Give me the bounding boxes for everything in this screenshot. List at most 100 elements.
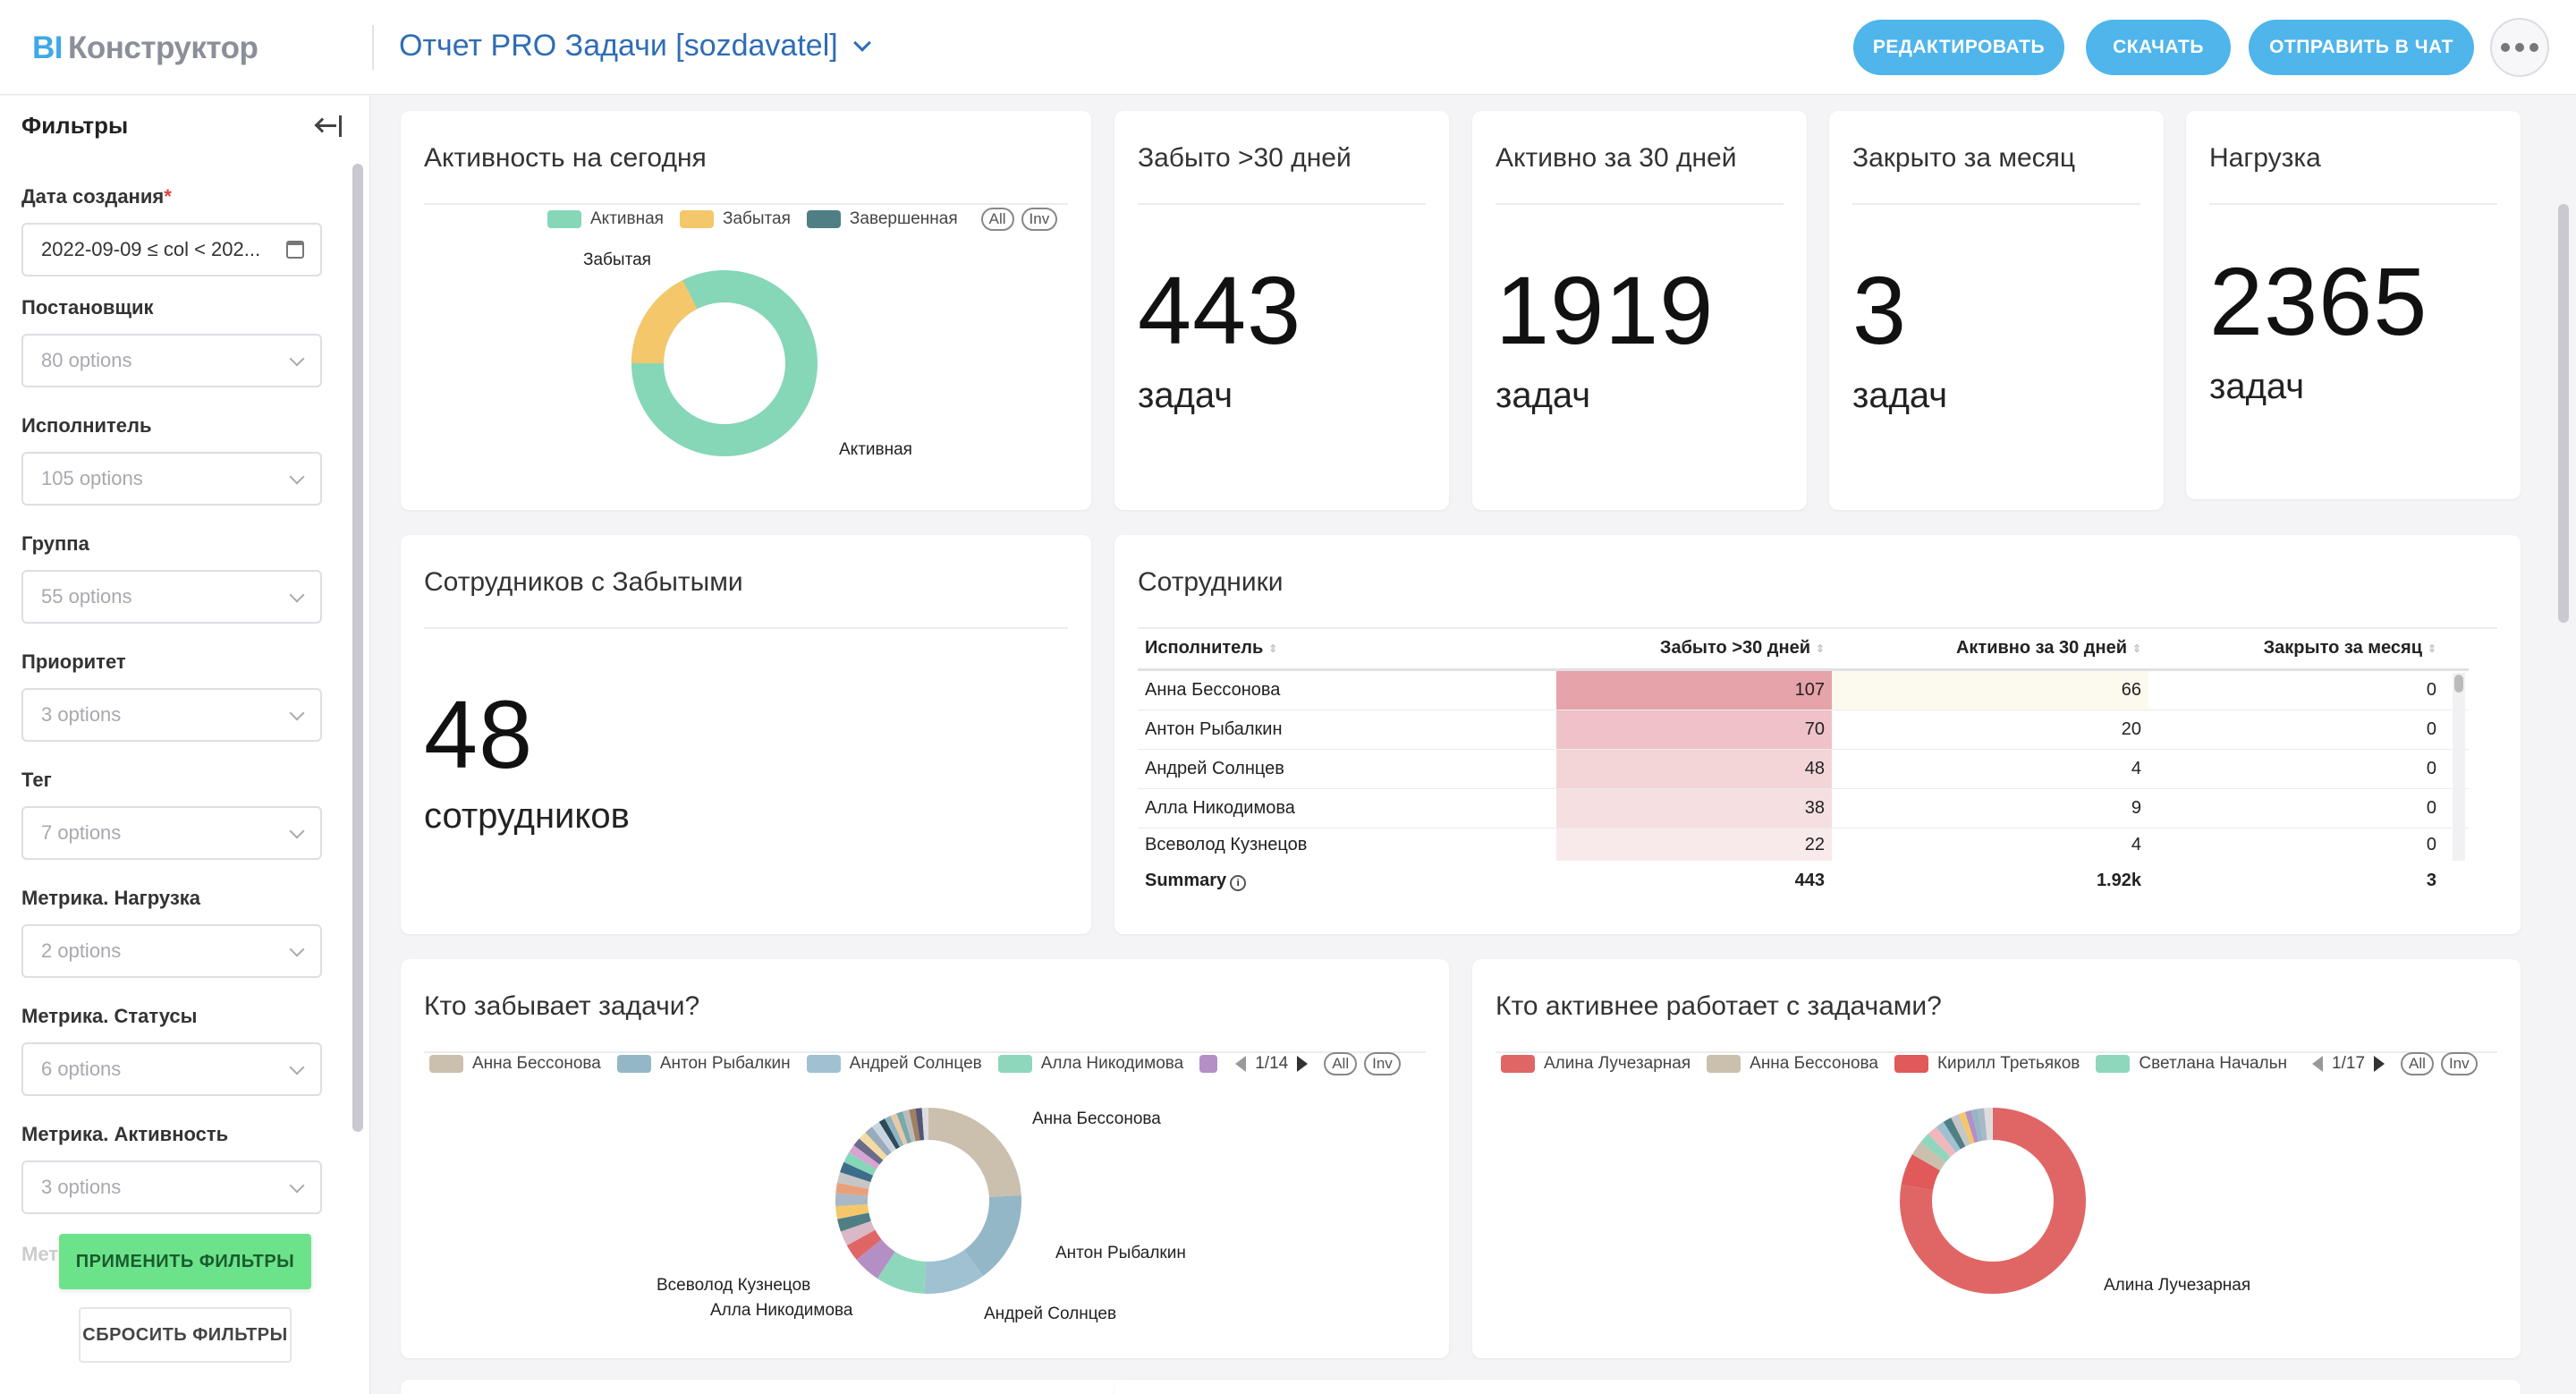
- table-summary-row: Summary i 443 1.92k 3: [1145, 870, 2436, 891]
- who-active-donut-chart[interactable]: [1894, 1102, 2091, 1299]
- filter-label-activity-metric: Метрика. Активность: [21, 1123, 229, 1145]
- card-title: Нагрузка: [2209, 143, 2321, 173]
- legend-swatch: [1199, 1055, 1218, 1073]
- card-title: Закрыто за месяц: [1852, 143, 2076, 173]
- kpi-active-card: Активно за 30 дней 1919 задач: [1472, 111, 1807, 510]
- legend-item[interactable]: Кирилл Третьяков: [1894, 1054, 2080, 1074]
- legend-prev-icon[interactable]: [1235, 1056, 1247, 1072]
- legend-item[interactable]: Завершенная: [806, 209, 958, 229]
- apply-filters-button[interactable]: ПРИМЕНИТЬ ФИЛЬТРЫ: [59, 1234, 311, 1289]
- legend-pager: 1/17: [2332, 1054, 2366, 1073]
- status-metric-select[interactable]: 6 options: [21, 1042, 322, 1096]
- legend-invert-toggle[interactable]: Inv: [1021, 208, 1058, 231]
- calendar-icon: [286, 241, 304, 259]
- card-title: Активность на сегодня: [424, 143, 707, 173]
- activity-legend: Активная Забытая Завершенная All Inv: [547, 204, 1058, 234]
- sort-icon: ⇕: [2428, 642, 2437, 655]
- activity-today-card: Активность на сегодня Активная Забытая З…: [401, 111, 1091, 510]
- kpi-value: 3: [1852, 256, 1908, 364]
- legend-item[interactable]: Анна Бессонова: [429, 1054, 601, 1074]
- kpi-forgot-card: Забыто >30 дней 443 задач: [1114, 111, 1449, 510]
- send-to-chat-button[interactable]: ОТПРАВИТЬ В ЧАТ: [2249, 20, 2474, 75]
- sidebar-scrollbar[interactable]: [352, 164, 363, 1132]
- slice-label-forgot: Забытая: [583, 251, 651, 269]
- assignee-select[interactable]: 105 options: [21, 452, 322, 506]
- donut-slice-forgot[interactable]: [631, 270, 818, 456]
- filter-label-load-metric: Метрика. Нагрузка: [21, 887, 201, 909]
- card-title: Кто активнее работает с задачами?: [1496, 991, 1942, 1021]
- report-title: Отчет PRO Задачи [sozdavatel]: [399, 29, 838, 63]
- employees-forgot-card: Сотрудников с Забытыми 48 сотрудников: [401, 535, 1091, 934]
- collapse-sidebar-icon[interactable]: [314, 114, 342, 139]
- kpi-unit: задач: [2209, 367, 2305, 406]
- legend-next-icon[interactable]: [2374, 1056, 2385, 1072]
- sort-icon: ⇕: [2132, 642, 2142, 655]
- legend-item[interactable]: Алла Никодимова: [997, 1054, 1183, 1074]
- dot-icon: [2515, 43, 2524, 52]
- download-button[interactable]: СКАЧАТЬ: [2086, 20, 2231, 75]
- logo-text: Конструктор: [68, 30, 258, 65]
- column-header[interactable]: Исполнитель ⇕: [1145, 638, 1278, 658]
- card-title: Сотрудники: [1138, 567, 1284, 597]
- legend-invert-toggle[interactable]: Inv: [2440, 1052, 2478, 1075]
- legend-item[interactable]: Светлана Начальн: [2096, 1054, 2287, 1074]
- filters-sidebar: Фильтры Дата создания* 2022-09-09 ≤ col …: [0, 96, 370, 1394]
- kpi-unit: задач: [1852, 376, 1948, 415]
- legend-prev-icon[interactable]: [2312, 1056, 2324, 1072]
- tag-select[interactable]: 7 options: [21, 806, 322, 860]
- card-title: Активно за 30 дней: [1496, 143, 1737, 173]
- legend-item[interactable]: Андрей Солнцев: [806, 1054, 982, 1074]
- table-row[interactable]: Антон Рыбалкин 70 20 0: [1138, 710, 2469, 750]
- activity-metric-select[interactable]: 3 options: [21, 1160, 322, 1214]
- legend-item[interactable]: Анна Бессонова: [1707, 1054, 1878, 1074]
- legend-all-toggle[interactable]: All: [1324, 1052, 1358, 1075]
- who-forgets-donut-chart[interactable]: [830, 1102, 1027, 1299]
- kpi-value: 48: [424, 680, 534, 788]
- table-row[interactable]: Анна Бессонова 107 66 0: [1138, 671, 2469, 710]
- more-options-button[interactable]: [2490, 18, 2549, 77]
- group-select[interactable]: 55 options: [21, 570, 322, 624]
- chevron-down-icon: [289, 705, 305, 721]
- logo-prefix: BI: [32, 30, 64, 65]
- load-metric-select[interactable]: 2 options: [21, 924, 322, 978]
- activity-donut-chart[interactable]: [626, 265, 823, 462]
- legend-item[interactable]: Активная: [547, 209, 664, 229]
- edit-button[interactable]: РЕДАКТИРОВАТЬ: [1853, 20, 2064, 75]
- legend-next-icon[interactable]: [1297, 1056, 1309, 1072]
- chevron-down-icon: [289, 1177, 305, 1194]
- main-scrollbar[interactable]: [2558, 204, 2569, 623]
- filter-label-priority: Приоритет: [21, 650, 126, 673]
- legend-invert-toggle[interactable]: Inv: [1364, 1052, 1401, 1075]
- table-row[interactable]: Всеволод Кузнецов 22 4 0: [1138, 829, 2469, 861]
- author-select[interactable]: 80 options: [21, 334, 322, 387]
- legend-item[interactable]: Антон Рыбалкин: [616, 1054, 791, 1074]
- table-row[interactable]: Андрей Солнцев 48 4 0: [1138, 750, 2469, 789]
- filters-title: Фильтры: [21, 112, 129, 139]
- filter-label-author: Постановщик: [21, 296, 154, 319]
- kpi-unit: задач: [1138, 376, 1233, 415]
- column-header[interactable]: Активно за 30 дней ⇕: [1955, 638, 2142, 658]
- who-forgets-legend: Анна Бессонова Антон Рыбалкин Андрей Сол…: [429, 1049, 1401, 1079]
- legend-all-toggle[interactable]: All: [980, 208, 1014, 231]
- info-icon[interactable]: i: [1230, 874, 1247, 891]
- app-logo[interactable]: BI Конструктор: [32, 30, 258, 66]
- legend-all-toggle[interactable]: All: [2401, 1052, 2434, 1075]
- date-range-input[interactable]: 2022-09-09 ≤ col < 202...: [21, 223, 322, 276]
- slice-label-active: Активная: [839, 440, 912, 459]
- table-row[interactable]: Алла Никодимова 38 9 0: [1138, 789, 2469, 829]
- legend-item[interactable]: Алина Лучезарная: [1501, 1054, 1690, 1074]
- legend-item[interactable]: Забытая: [679, 209, 791, 229]
- report-title-dropdown[interactable]: Отчет PRO Задачи [sozdavatel]: [399, 29, 871, 64]
- reset-filters-button[interactable]: СБРОСИТЬ ФИЛЬТРЫ: [79, 1307, 292, 1363]
- top-header: BI Конструктор Отчет PRO Задачи [sozdavat…: [0, 0, 2576, 95]
- table-scrollbar[interactable]: [2453, 673, 2465, 861]
- filter-label-status-metric: Метрика. Статусы: [21, 1005, 198, 1027]
- priority-select[interactable]: 3 options: [21, 688, 322, 742]
- slice-label: Алла Никодимова: [710, 1301, 853, 1320]
- column-header[interactable]: Закрыто за месяц ⇕: [2263, 638, 2437, 658]
- chevron-down-icon: [852, 33, 871, 52]
- kpi-load-card: Нагрузка 2365 задач: [2186, 111, 2521, 499]
- kpi-closed-card: Закрыто за месяц 3 задач: [1829, 111, 2164, 510]
- kpi-value: 443: [1138, 256, 1302, 364]
- column-header[interactable]: Забыто >30 дней ⇕: [1659, 638, 1826, 658]
